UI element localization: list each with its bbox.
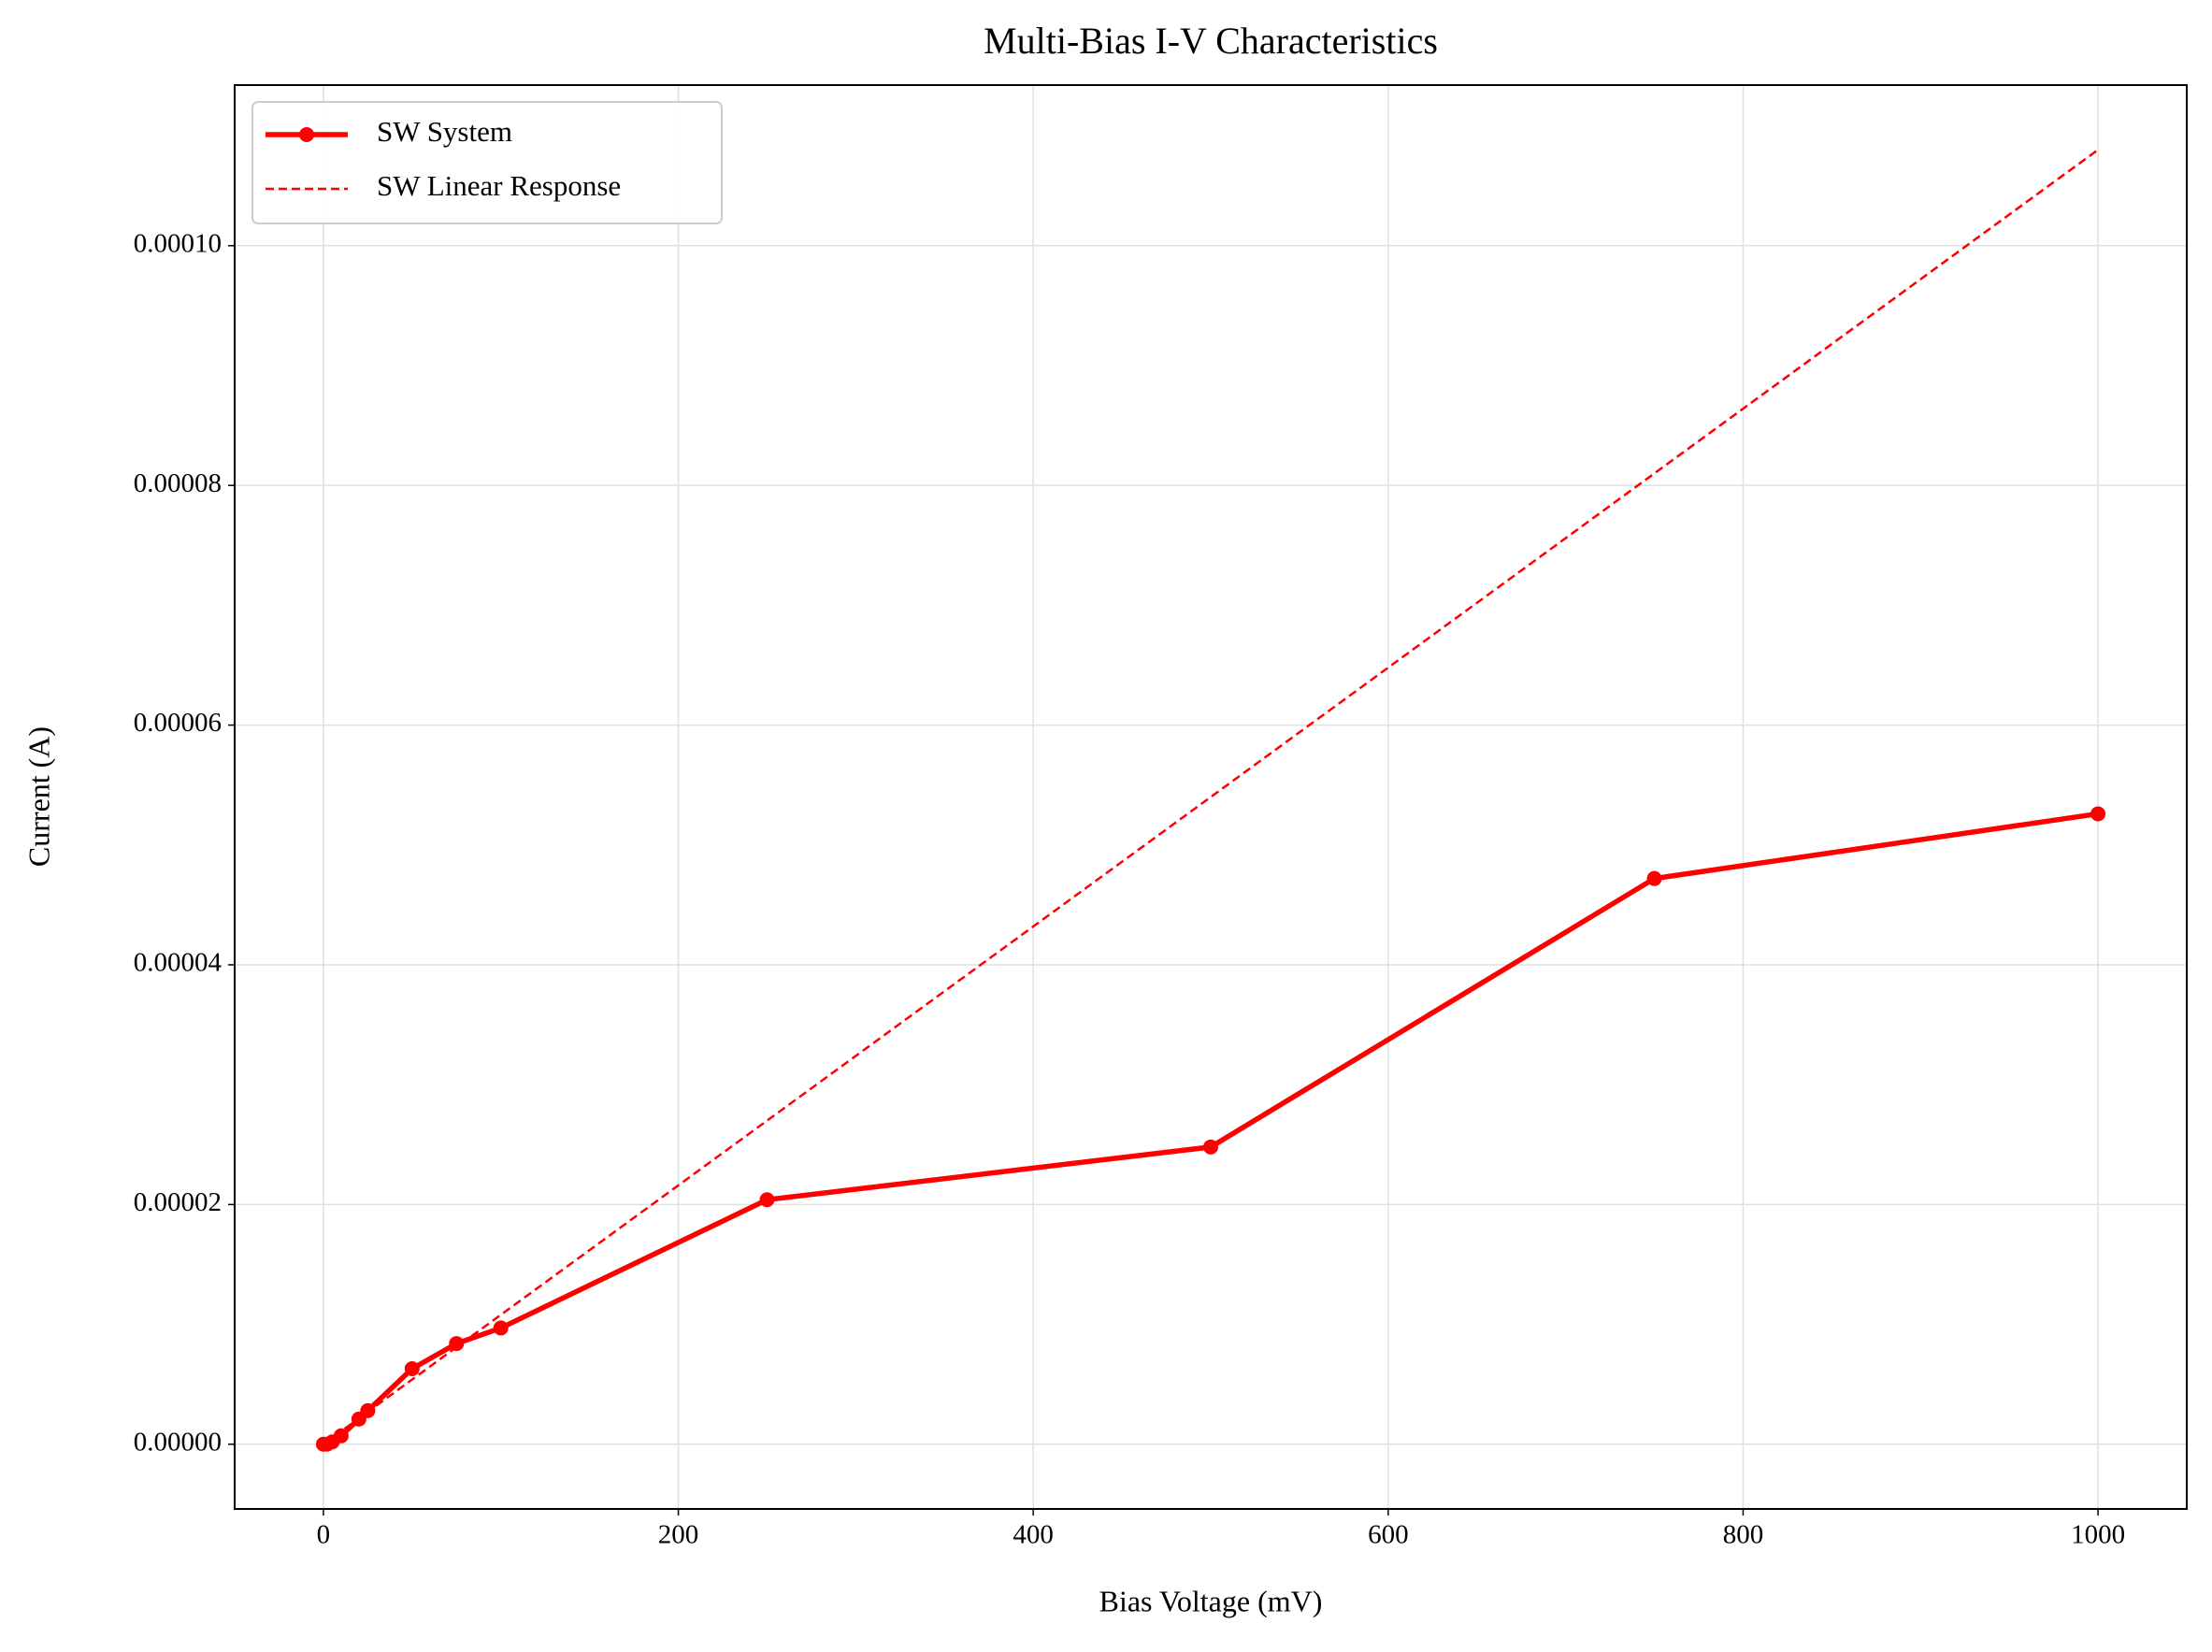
data-point (333, 1428, 349, 1444)
y-tick-label: 0.00002 (134, 1187, 222, 1217)
data-point (449, 1336, 465, 1352)
x-tick-label: 800 (1723, 1520, 1764, 1550)
data-point (493, 1320, 509, 1336)
y-axis-label: Current (A) (22, 726, 55, 867)
x-tick-label: 0 (317, 1520, 331, 1550)
legend-label: SW System (377, 115, 512, 148)
series-line (323, 811, 2099, 1447)
y-tick-label: 0.00008 (134, 468, 222, 498)
y-tick-label: 0.00006 (134, 708, 222, 738)
x-tick-label: 1000 (2071, 1520, 2125, 1550)
data-point (2090, 806, 2106, 822)
legend-marker (299, 127, 314, 142)
x-tick-label: 600 (1368, 1520, 1409, 1550)
x-axis-label: Bias Voltage (mV) (1099, 1584, 1323, 1617)
legend-box (251, 101, 723, 224)
series-line (323, 149, 2099, 1445)
data-point (1203, 1139, 1218, 1155)
x-tick-label: 400 (1013, 1520, 1054, 1550)
data-point (759, 1192, 775, 1208)
data-point (404, 1361, 420, 1377)
data-point (1646, 870, 1662, 886)
x-tick-label: 200 (658, 1520, 699, 1550)
y-tick-label: 0.00000 (134, 1427, 222, 1457)
legend-label: SW Linear Response (377, 169, 621, 202)
chart-title: Multi-Bias I-V Characteristics (984, 20, 1438, 62)
plot-frame (234, 84, 2188, 1510)
y-tick-label: 0.00010 (134, 228, 222, 258)
y-tick-label: 0.00004 (134, 948, 223, 978)
